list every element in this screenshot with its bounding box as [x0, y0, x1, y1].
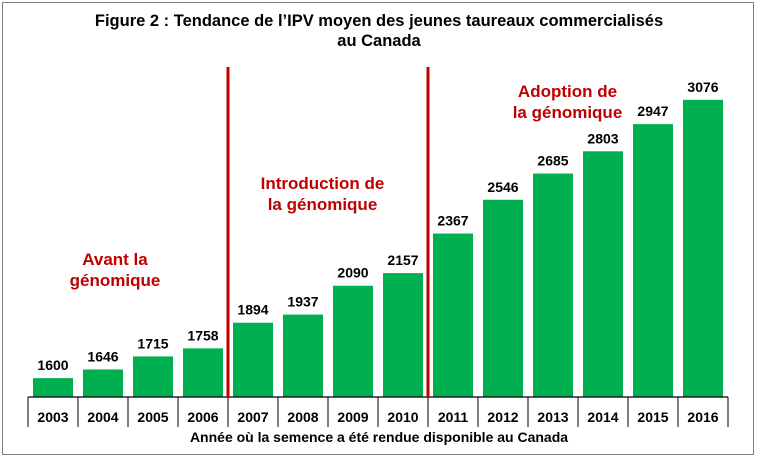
value-label-2009: 2090	[337, 265, 368, 281]
value-label-2013: 2685	[537, 153, 568, 169]
category-label-2006: 2006	[187, 409, 218, 425]
category-label-2015: 2015	[637, 409, 668, 425]
annotation-before-genomics: Avant la génomique	[50, 249, 180, 291]
x-axis-title: Année où la semence a été rendue disponi…	[190, 429, 568, 445]
category-label-2005: 2005	[137, 409, 168, 425]
annotation-adoption-genomics-line-1: Adoption de	[517, 82, 618, 101]
annotation-before-genomics-line-2: génomique	[69, 271, 161, 290]
annotation-introduction-genomics-line-1: Introduction de	[260, 174, 385, 193]
value-label-2005: 1715	[137, 335, 168, 351]
bar-2010	[383, 273, 423, 397]
chart-frame	[2, 2, 754, 455]
value-label-2011: 2367	[437, 213, 468, 229]
category-label-2011: 2011	[438, 409, 469, 425]
bar-2009	[333, 285, 373, 397]
annotation-adoption-genomics: Adoption de la génomique	[495, 81, 640, 123]
value-label-2003: 1600	[37, 357, 68, 373]
category-label-2013: 2013	[537, 409, 568, 425]
bar-2011	[433, 233, 473, 397]
value-label-2010: 2157	[387, 252, 418, 268]
annotation-introduction-genomics: Introduction de la génomique	[245, 173, 400, 215]
bar-2003	[33, 378, 73, 397]
bar-2015	[633, 124, 673, 397]
bar-2016	[683, 99, 723, 397]
value-label-2016: 3076	[687, 79, 718, 95]
bar-2013	[533, 173, 573, 397]
category-label-2009: 2009	[337, 409, 368, 425]
bar-2005	[133, 356, 173, 397]
bar-2012	[483, 199, 523, 397]
bar-2007	[233, 322, 273, 397]
annotation-introduction-genomics-line-2: la génomique	[267, 195, 378, 214]
value-label-2006: 1758	[187, 327, 218, 343]
value-label-2004: 1646	[87, 348, 118, 364]
bar-2006	[183, 348, 223, 397]
category-label-2010: 2010	[387, 409, 418, 425]
chart-title-line-1: Figure 2 : Tendance de l’IPV moyen des j…	[94, 12, 664, 30]
value-label-2014: 2803	[587, 130, 618, 146]
value-label-2008: 1937	[287, 294, 318, 310]
category-label-2007: 2007	[237, 409, 268, 425]
category-label-2008: 2008	[287, 409, 318, 425]
annotation-adoption-genomics-line-2: la génomique	[512, 103, 623, 122]
category-label-2004: 2004	[87, 409, 118, 425]
category-label-2014: 2014	[587, 409, 618, 425]
bar-2014	[583, 151, 623, 397]
category-label-2003: 2003	[37, 409, 68, 425]
chart-title-line-2: au Canada	[337, 32, 421, 50]
value-label-2007: 1894	[237, 302, 268, 318]
bar-2008	[283, 314, 323, 397]
category-label-2016: 2016	[687, 409, 718, 425]
bar-2004	[83, 369, 123, 397]
value-label-2012: 2546	[487, 179, 518, 195]
annotation-before-genomics-line-1: Avant la	[82, 250, 148, 269]
category-label-2012: 2012	[487, 409, 518, 425]
value-label-2015: 2947	[637, 103, 668, 119]
